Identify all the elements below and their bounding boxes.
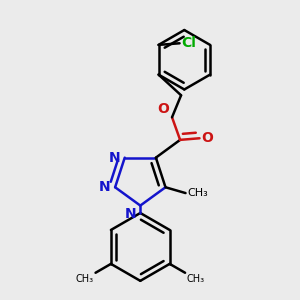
Text: CH₃: CH₃ bbox=[187, 274, 205, 284]
Text: O: O bbox=[158, 102, 169, 116]
Text: N: N bbox=[108, 151, 120, 165]
Text: N: N bbox=[99, 180, 110, 194]
Text: Cl: Cl bbox=[181, 36, 196, 50]
Text: CH₃: CH₃ bbox=[76, 274, 94, 284]
Text: CH₃: CH₃ bbox=[187, 188, 208, 198]
Text: N: N bbox=[125, 207, 136, 221]
Text: O: O bbox=[201, 131, 213, 145]
